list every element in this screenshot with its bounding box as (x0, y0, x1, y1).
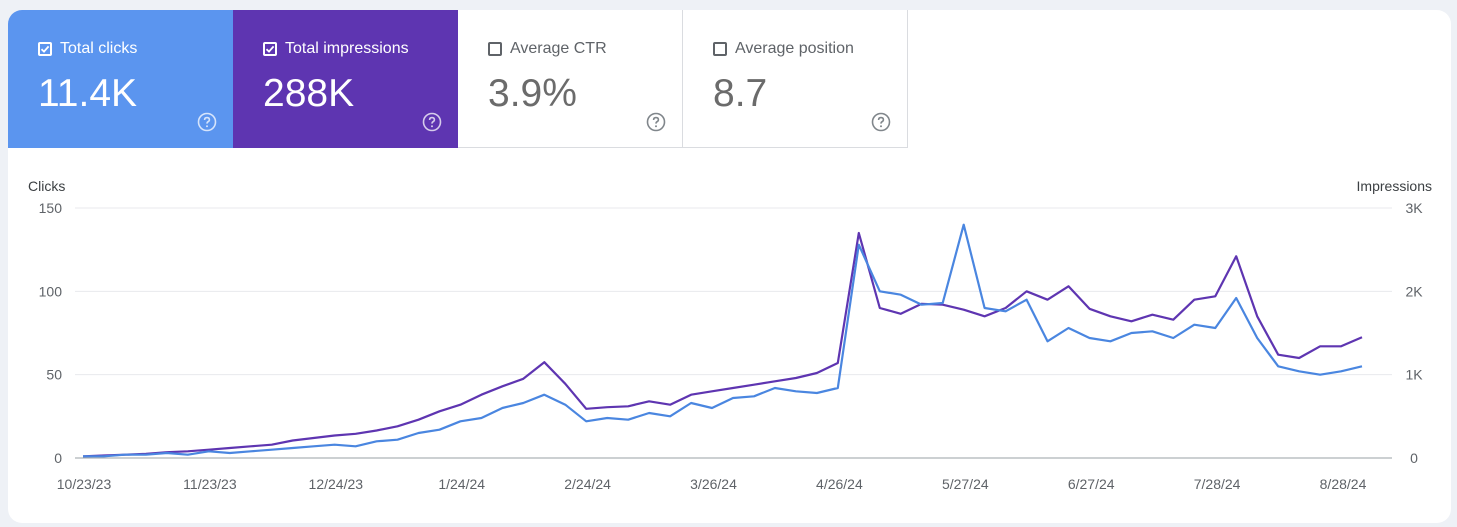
x-tick-label: 5/27/24 (942, 476, 989, 492)
left-axis-ticks: 150 100 50 0 (39, 200, 63, 466)
gridlines (75, 207, 1392, 459)
help-icon[interactable] (422, 112, 442, 132)
x-axis-ticks: 10/23/23 11/23/23 12/24/23 1/24/24 2/24/24 3/… (57, 476, 1367, 492)
metric-total-clicks-header: Total clicks (38, 40, 137, 58)
checkbox-unchecked-icon[interactable] (713, 42, 727, 56)
performance-card: Total clicks 11.4K Total impressions 288… (8, 10, 1451, 523)
right-tick-label: 3K (1405, 200, 1423, 216)
checkbox-checked-icon[interactable] (263, 42, 277, 56)
x-tick-label: 12/24/23 (309, 476, 364, 492)
left-tick-label: 150 (39, 200, 63, 216)
x-tick-label: 6/27/24 (1068, 476, 1115, 492)
metric-average-ctr-header: Average CTR (488, 40, 607, 58)
metric-value: 8.7 (713, 72, 768, 115)
right-tick-label: 2K (1405, 283, 1423, 299)
checkbox-checked-icon[interactable] (38, 42, 52, 56)
series-line-clicks (83, 223, 1363, 458)
x-tick-label: 3/26/24 (690, 476, 737, 492)
performance-chart[interactable]: Clicks Impressions 150 100 50 0 3K 2K 1K 0 10/… (8, 170, 1451, 510)
series-line-impressions (82, 231, 1363, 458)
left-tick-label: 100 (39, 283, 63, 299)
help-icon[interactable] (646, 112, 666, 132)
metric-average-position[interactable]: Average position 8.7 (683, 10, 908, 148)
left-tick-label: 0 (54, 450, 62, 466)
help-icon[interactable] (871, 112, 891, 132)
x-tick-label: 4/26/24 (816, 476, 863, 492)
metric-total-clicks[interactable]: Total clicks 11.4K (8, 10, 233, 148)
right-tick-label: 1K (1405, 367, 1423, 383)
series-lines (82, 223, 1363, 458)
x-tick-label: 1/24/24 (438, 476, 485, 492)
left-tick-label: 50 (46, 367, 62, 383)
metric-total-impressions[interactable]: Total impressions 288K (233, 10, 458, 148)
checkbox-unchecked-icon[interactable] (488, 42, 502, 56)
right-axis-ticks: 3K 2K 1K 0 (1405, 200, 1423, 466)
x-tick-label: 2/24/24 (564, 476, 611, 492)
metric-label: Total clicks (60, 40, 138, 57)
metric-tiles: Total clicks 11.4K Total impressions 288… (8, 10, 908, 148)
metric-value: 11.4K (38, 72, 138, 115)
x-tick-label: 11/23/23 (183, 476, 237, 492)
metric-label: Total impressions (285, 40, 409, 57)
metric-label: Average CTR (510, 40, 607, 57)
metric-label: Average position (735, 40, 854, 57)
metric-average-ctr[interactable]: Average CTR 3.9% (458, 10, 683, 148)
right-axis-title: Impressions (1357, 178, 1432, 194)
metric-total-impressions-header: Total impressions (263, 40, 409, 58)
help-icon[interactable] (197, 112, 217, 132)
right-tick-label: 0 (1410, 450, 1418, 466)
metric-value: 288K (263, 72, 355, 115)
metric-average-position-header: Average position (713, 40, 854, 58)
metric-value: 3.9% (488, 72, 577, 115)
x-tick-label: 8/28/24 (1320, 476, 1367, 492)
left-axis-title: Clicks (28, 178, 65, 194)
x-tick-label: 10/23/23 (57, 476, 112, 492)
x-tick-label: 7/28/24 (1194, 476, 1241, 492)
